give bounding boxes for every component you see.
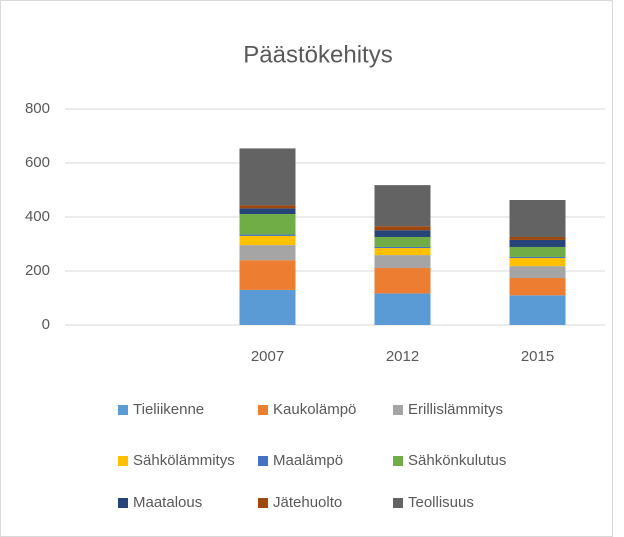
legend-swatch: [118, 405, 128, 415]
legend-label: Teollisuus: [408, 494, 474, 511]
bar-segment: [509, 258, 566, 267]
x-tick-label: 2012: [386, 348, 419, 365]
bar-segment: [374, 255, 431, 269]
legend-label: Sähkölämmitys: [133, 452, 235, 469]
legend-swatch: [393, 405, 403, 415]
bar-segment: [374, 246, 431, 249]
bar-segment: [374, 236, 431, 247]
bar-segment: [239, 235, 296, 246]
legend-swatch: [118, 456, 128, 466]
legend-label: Jätehuolto: [273, 494, 342, 511]
legend-label: Tieliikenne: [133, 401, 204, 418]
bar-segment: [239, 148, 296, 206]
bar-segment: [239, 214, 296, 235]
legend-label: Kaukolämpö: [273, 401, 356, 418]
bar-segment: [374, 248, 431, 256]
bar-segment: [509, 278, 566, 296]
bar-segment: [374, 226, 431, 231]
bar-segment: [239, 260, 296, 290]
bar-segment: [239, 289, 296, 325]
y-tick-label: 800: [25, 100, 50, 117]
bar-segment: [374, 185, 431, 227]
legend-swatch: [118, 498, 128, 508]
bar-segment: [239, 234, 296, 236]
legend-swatch: [258, 456, 268, 466]
bar-segment: [509, 295, 566, 325]
legend-swatch: [393, 456, 403, 466]
legend-label: Erillislämmitys: [408, 401, 503, 418]
bar-segment: [374, 268, 431, 294]
bar-segment: [239, 208, 296, 215]
legend-label: Maatalous: [133, 494, 202, 511]
bar-segment: [509, 256, 566, 259]
bar-segment: [509, 266, 566, 279]
y-tick-label: 600: [25, 154, 50, 171]
legend-label: Sähkönkulutus: [408, 452, 506, 469]
legend-swatch: [258, 405, 268, 415]
bar-segment: [509, 246, 566, 257]
bar-segment: [509, 236, 566, 240]
bar-segment: [509, 199, 566, 237]
y-tick-label: 200: [25, 262, 50, 279]
bar-segment: [374, 293, 431, 325]
legend-label: Maalämpö: [273, 452, 343, 469]
bar-segment: [239, 205, 296, 209]
y-tick-label: 0: [42, 316, 50, 333]
legend-swatch: [393, 498, 403, 508]
x-tick-label: 2015: [521, 348, 554, 365]
chart-title: Päästökehitys: [243, 41, 392, 68]
bar-segment: [239, 245, 296, 261]
legend-swatch: [258, 498, 268, 508]
x-tick-label: 2007: [251, 348, 284, 365]
bar-segment: [374, 230, 431, 237]
y-tick-label: 400: [25, 208, 50, 225]
bar-segment: [509, 239, 566, 247]
